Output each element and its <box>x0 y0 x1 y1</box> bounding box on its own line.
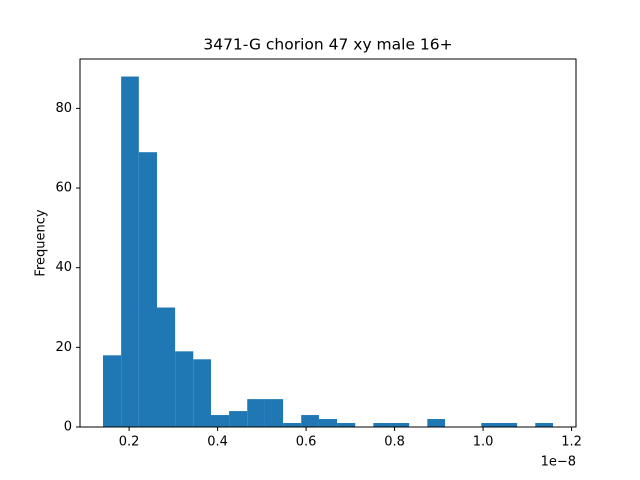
bar <box>175 351 194 427</box>
chart-title: 3471-G chorion 47 xy male 16+ <box>203 36 452 54</box>
y-tick-label: 20 <box>55 340 72 355</box>
x-tick-label: 1.0 <box>473 435 494 450</box>
x-tick-label: 0.2 <box>119 435 140 450</box>
bar <box>391 423 410 427</box>
bar <box>283 423 302 427</box>
bar <box>301 415 319 427</box>
y-tick-label: 0 <box>64 420 72 435</box>
bar <box>156 307 176 427</box>
axes-frame <box>79 58 577 428</box>
bar <box>427 419 446 427</box>
x-offset-label: 1e−8 <box>541 455 576 470</box>
bar <box>210 415 230 427</box>
bar <box>535 423 553 427</box>
bar <box>138 152 157 427</box>
bar <box>481 423 500 427</box>
y-tick-label: 60 <box>55 181 72 196</box>
x-tick-label: 0.8 <box>384 435 405 450</box>
bar <box>247 399 265 427</box>
y-axis-label: Frequency <box>34 209 49 276</box>
bar <box>103 355 122 427</box>
x-tick-label: 0.6 <box>296 435 317 450</box>
bar <box>373 423 392 427</box>
y-tick-label: 80 <box>55 101 72 116</box>
bar <box>499 423 518 427</box>
bar <box>193 359 211 427</box>
bar <box>318 419 338 427</box>
bar <box>229 411 248 427</box>
bar <box>121 76 139 428</box>
bar <box>337 423 356 427</box>
y-tick-label: 40 <box>55 260 72 275</box>
x-tick-label: 0.4 <box>207 435 228 450</box>
bar <box>264 399 284 427</box>
x-tick-label: 1.2 <box>561 435 582 450</box>
